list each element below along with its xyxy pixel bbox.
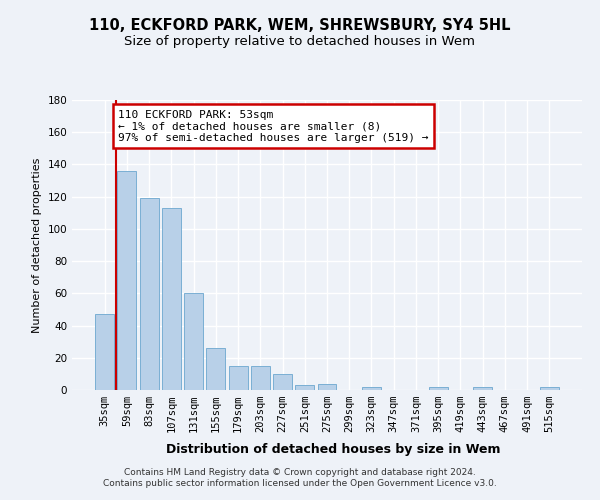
Y-axis label: Number of detached properties: Number of detached properties	[32, 158, 42, 332]
Bar	[95, 314, 114, 390]
Bar	[273, 374, 292, 390]
Bar	[317, 384, 337, 390]
Bar	[251, 366, 270, 390]
Bar	[140, 198, 158, 390]
Bar	[206, 348, 225, 390]
Text: Distribution of detached houses by size in Wem: Distribution of detached houses by size …	[166, 442, 500, 456]
Bar	[362, 387, 381, 390]
Text: Contains HM Land Registry data © Crown copyright and database right 2024.
Contai: Contains HM Land Registry data © Crown c…	[103, 468, 497, 487]
Bar	[295, 385, 314, 390]
Bar	[429, 387, 448, 390]
Text: 110 ECKFORD PARK: 53sqm
← 1% of detached houses are smaller (8)
97% of semi-deta: 110 ECKFORD PARK: 53sqm ← 1% of detached…	[118, 110, 429, 143]
Text: Size of property relative to detached houses in Wem: Size of property relative to detached ho…	[125, 35, 476, 48]
Bar	[229, 366, 248, 390]
Bar	[118, 171, 136, 390]
Bar	[162, 208, 181, 390]
Bar	[184, 294, 203, 390]
Text: 110, ECKFORD PARK, WEM, SHREWSBURY, SY4 5HL: 110, ECKFORD PARK, WEM, SHREWSBURY, SY4 …	[89, 18, 511, 32]
Bar	[540, 387, 559, 390]
Bar	[473, 387, 492, 390]
